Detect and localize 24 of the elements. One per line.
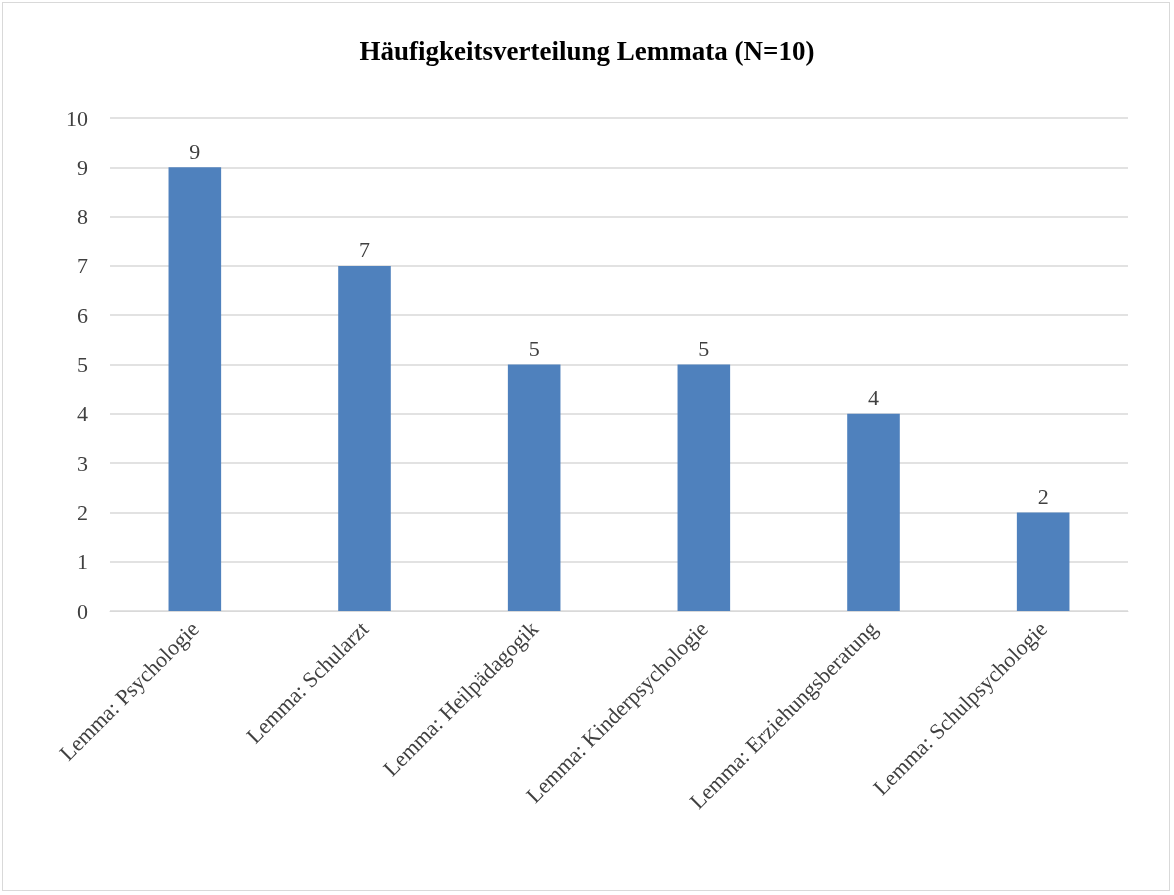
y-tick-label: 9 [77, 154, 88, 180]
data-label: 4 [868, 385, 879, 411]
data-label: 2 [1037, 483, 1049, 509]
y-tick-label: 4 [77, 401, 88, 427]
y-tick-label: 10 [66, 105, 88, 131]
y-tick-label: 3 [77, 450, 88, 476]
bar [1016, 512, 1070, 611]
data-label: 7 [359, 237, 370, 263]
data-label: 9 [189, 138, 201, 164]
y-tick-label: 8 [77, 204, 88, 230]
bar [338, 265, 391, 611]
y-tick-label: 5 [77, 352, 88, 377]
y-tick-label: 0 [77, 598, 88, 624]
bar [168, 167, 222, 611]
y-tick-label: 2 [77, 499, 88, 525]
bar [847, 413, 900, 611]
bar [507, 364, 561, 611]
y-tick-label: 6 [77, 302, 88, 328]
data-label: 5 [528, 336, 540, 361]
y-tick-label: 1 [77, 549, 88, 575]
bar [677, 364, 731, 611]
y-tick-label: 7 [77, 253, 88, 279]
data-label: 5 [698, 336, 710, 361]
chart-title: Häufigkeitsverteilung Lemmata (N=10) [359, 35, 815, 66]
